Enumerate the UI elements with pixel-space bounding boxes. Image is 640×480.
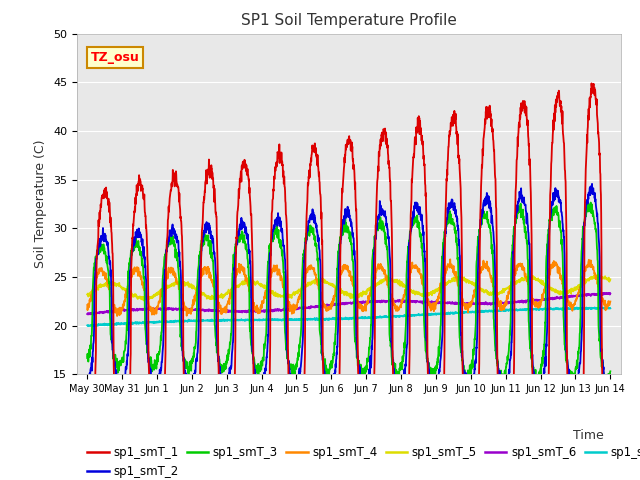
sp1_smT_5	[324, 280, 332, 286]
sp1_smT_6	[338, 301, 346, 307]
sp1_smT_6	[602, 290, 610, 296]
sp1_smT_4	[324, 306, 332, 312]
sp1_smT_4	[592, 276, 600, 282]
sp1_smT_6	[607, 290, 614, 296]
sp1_smT_4	[83, 302, 91, 308]
sp1_smT_1	[83, 438, 91, 444]
Line: sp1_smT_5: sp1_smT_5	[87, 275, 611, 300]
Line: sp1_smT_2: sp1_smT_2	[87, 184, 611, 398]
sp1_smT_7	[591, 305, 599, 311]
sp1_smT_4	[113, 313, 121, 319]
sp1_smT_3	[324, 373, 332, 379]
sp1_smT_2	[83, 384, 91, 390]
sp1_smT_1	[588, 81, 595, 86]
sp1_smT_3	[602, 384, 610, 389]
sp1_smT_2	[324, 379, 332, 384]
sp1_smT_4	[110, 303, 118, 309]
sp1_smT_3	[83, 355, 91, 361]
Line: sp1_smT_6: sp1_smT_6	[87, 293, 611, 315]
sp1_smT_3	[591, 223, 599, 228]
sp1_smT_5	[607, 276, 614, 282]
sp1_smT_4	[591, 272, 599, 277]
Text: TZ_osu: TZ_osu	[90, 51, 139, 64]
sp1_smT_3	[607, 369, 614, 374]
sp1_smT_7	[338, 316, 346, 322]
sp1_smT_7	[495, 307, 503, 313]
Line: sp1_smT_7: sp1_smT_7	[87, 307, 611, 326]
sp1_smT_1	[591, 92, 599, 97]
sp1_smT_3	[495, 370, 503, 376]
sp1_smT_6	[591, 291, 599, 297]
Line: sp1_smT_4: sp1_smT_4	[87, 259, 611, 316]
sp1_smT_6	[83, 311, 91, 317]
sp1_smT_2	[607, 389, 614, 395]
Title: SP1 Soil Temperature Profile: SP1 Soil Temperature Profile	[241, 13, 457, 28]
sp1_smT_6	[110, 308, 118, 313]
sp1_smT_5	[83, 291, 91, 297]
sp1_smT_7	[603, 304, 611, 310]
sp1_smT_3	[110, 357, 118, 363]
sp1_smT_4	[446, 256, 454, 262]
Line: sp1_smT_1: sp1_smT_1	[87, 84, 611, 480]
sp1_smT_6	[495, 299, 503, 305]
sp1_smT_4	[607, 299, 614, 304]
sp1_smT_1	[495, 416, 503, 421]
sp1_smT_6	[591, 291, 599, 297]
sp1_smT_1	[110, 372, 118, 378]
sp1_smT_2	[495, 375, 503, 381]
Y-axis label: Soil Temperature (C): Soil Temperature (C)	[35, 140, 47, 268]
sp1_smT_1	[591, 87, 599, 93]
sp1_smT_3	[591, 227, 599, 232]
sp1_smT_7	[83, 323, 91, 328]
Text: Time: Time	[573, 429, 604, 442]
sp1_smT_5	[110, 280, 118, 286]
sp1_smT_5	[595, 272, 602, 277]
sp1_smT_7	[607, 305, 614, 311]
sp1_smT_2	[110, 358, 118, 363]
sp1_smT_3	[338, 230, 346, 236]
sp1_smT_2	[466, 395, 474, 401]
sp1_smT_1	[338, 204, 346, 210]
sp1_smT_2	[591, 196, 599, 202]
sp1_smT_7	[110, 322, 118, 328]
sp1_smT_1	[324, 454, 332, 460]
Legend: sp1_smT_1, sp1_smT_2, sp1_smT_3, sp1_smT_4, sp1_smT_5, sp1_smT_6, sp1_smT_7: sp1_smT_1, sp1_smT_2, sp1_smT_3, sp1_smT…	[83, 442, 640, 480]
sp1_smT_4	[338, 269, 346, 275]
sp1_smT_5	[495, 290, 503, 296]
sp1_smT_5	[140, 298, 148, 303]
sp1_smT_5	[338, 290, 346, 296]
sp1_smT_2	[592, 200, 600, 205]
sp1_smT_7	[324, 316, 332, 322]
sp1_smT_2	[338, 229, 346, 235]
sp1_smT_5	[591, 274, 599, 279]
sp1_smT_6	[90, 312, 97, 318]
Line: sp1_smT_3: sp1_smT_3	[87, 203, 611, 386]
sp1_smT_6	[324, 302, 332, 308]
sp1_smT_5	[591, 275, 599, 280]
sp1_smT_3	[587, 200, 595, 205]
sp1_smT_4	[496, 300, 504, 305]
sp1_smT_7	[591, 305, 599, 311]
sp1_smT_2	[588, 181, 596, 187]
sp1_smT_7	[89, 324, 97, 329]
